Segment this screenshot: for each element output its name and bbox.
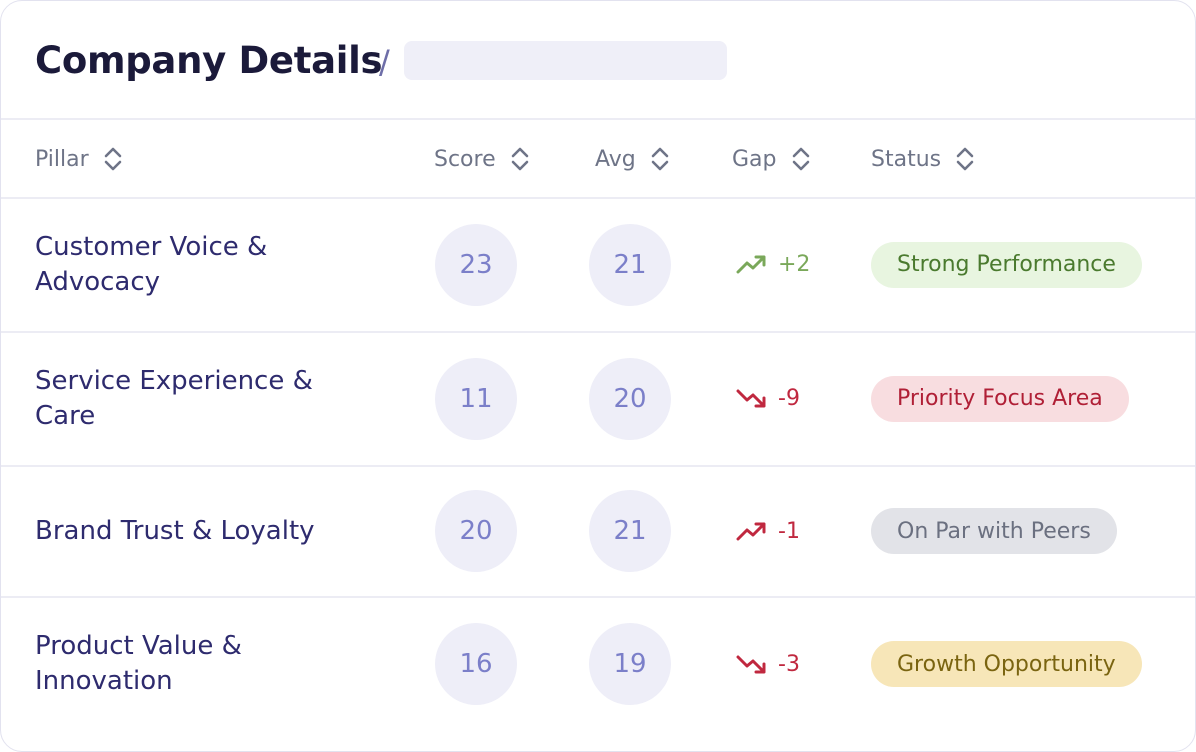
- status-pill: Growth Opportunity: [871, 641, 1142, 687]
- sort-icon: [104, 147, 121, 171]
- trend-icon: [736, 655, 766, 673]
- avg-badge: 21: [589, 223, 671, 306]
- breadcrumb-separator: /: [379, 43, 390, 81]
- column-label: Gap: [732, 146, 777, 172]
- gap-cell: -9: [736, 384, 800, 414]
- sort-icon: [792, 147, 809, 171]
- column-label: Pillar: [35, 146, 89, 172]
- sort-icon: [511, 147, 528, 171]
- divider: [1, 331, 1195, 333]
- score-badge: 23: [435, 223, 517, 306]
- column-label: Status: [871, 146, 942, 172]
- trend-icon: [736, 389, 766, 408]
- gap-value: -3: [778, 651, 800, 677]
- gap-value: -9: [778, 386, 800, 411]
- sort-icon: [956, 147, 974, 171]
- divider: [1, 197, 1195, 199]
- pillar-name: Customer Voice & Advocacy: [35, 231, 268, 297]
- column-label: Avg: [595, 146, 636, 172]
- divider: [1, 465, 1195, 467]
- sort-icon: [651, 147, 669, 171]
- status-pill: Strong Performance: [871, 241, 1142, 288]
- status-pill: Priority Focus Area: [871, 375, 1129, 422]
- gap-cell: -3: [736, 649, 800, 679]
- gap-cell: +2: [736, 250, 810, 280]
- score-badge: 20: [435, 490, 517, 572]
- column-header[interactable]: Avg: [595, 146, 670, 172]
- score-badge: 16: [435, 623, 517, 705]
- trend-icon: [736, 522, 766, 540]
- column-header[interactable]: Pillar: [35, 146, 123, 172]
- page-title: Company Details: [35, 39, 383, 82]
- divider: [1, 596, 1195, 598]
- avg-badge: 19: [589, 623, 671, 705]
- column-header[interactable]: Score: [434, 146, 530, 172]
- pillar-name: Brand Trust & Loyalty: [35, 515, 315, 546]
- gap-cell: -1: [736, 516, 800, 546]
- pillar-name: Service Experience & Care: [35, 365, 313, 431]
- status-pill: On Par with Peers: [871, 508, 1117, 554]
- divider: [1, 118, 1195, 120]
- avg-badge: 20: [589, 357, 671, 440]
- avg-badge: 21: [589, 490, 671, 572]
- pillar-name: Product Value & Innovation: [35, 631, 242, 696]
- trend-icon: [736, 255, 766, 274]
- column-header[interactable]: Status: [871, 146, 975, 172]
- column-label: Score: [434, 146, 496, 172]
- gap-value: -1: [778, 518, 800, 544]
- score-badge: 11: [435, 357, 517, 440]
- placeholder: [404, 41, 727, 80]
- gap-value: +2: [778, 252, 811, 277]
- column-header[interactable]: Gap: [732, 146, 811, 172]
